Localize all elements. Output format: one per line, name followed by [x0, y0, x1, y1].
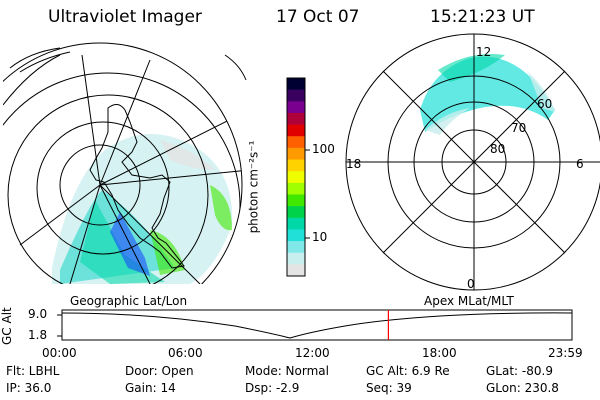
color-bar-swatch	[287, 124, 305, 137]
timeline-xtick-4: 23:59	[548, 346, 583, 360]
mlt-label-0: 0	[467, 277, 475, 291]
color-bar-swatch	[287, 159, 305, 172]
left-emission	[52, 134, 233, 284]
colorbar-label: photon cm⁻²s⁻¹	[246, 140, 261, 234]
geographic-map	[3, 42, 247, 284]
color-bar-frame	[286, 77, 306, 277]
info-door: Door: Open	[125, 364, 194, 378]
color-bar-swatch	[287, 229, 305, 242]
colorbar-tick-100: 100	[312, 142, 335, 156]
info-glon: GLon: 230.8	[486, 381, 559, 395]
left-panel-caption: Geographic Lat/Lon	[70, 294, 188, 308]
timeline-ylabel: GC Alt	[0, 307, 14, 345]
mlat-label-70: 70	[511, 121, 527, 135]
color-bar-swatch	[287, 147, 305, 161]
info-seq: Seq: 39	[366, 381, 412, 395]
color-bar-swatch	[287, 182, 305, 195]
color-bar-swatch	[287, 136, 305, 149]
mlat-label-80: 80	[490, 142, 506, 156]
info-dsp: Dsp: -2.9	[245, 381, 300, 395]
info-filter: Flt: LBHL	[6, 364, 60, 378]
time-label: 15:21:23 UT	[430, 7, 535, 27]
info-gc-alt: GC Alt: 6.9 Re	[366, 364, 450, 378]
info-glat: GLat: -80.9	[486, 364, 553, 378]
mlat-label-60: 60	[537, 97, 553, 111]
colorbar-tick-10: 10	[312, 230, 328, 244]
color-bar-swatch	[287, 241, 305, 254]
info-mode: Mode: Normal	[245, 364, 329, 378]
timeline-xtick-1: 06:00	[168, 346, 203, 360]
timeline-xtick-0: 00:00	[42, 346, 77, 360]
color-bar-swatch	[287, 217, 305, 230]
timeline-ytick-high: 9.0	[28, 307, 48, 321]
timeline-ytick-low: 1.8	[28, 328, 48, 342]
color-bar-swatch	[287, 252, 305, 265]
mlt-label-12: 12	[476, 45, 492, 59]
color-bar-swatch	[287, 112, 305, 126]
color-bar-swatch	[287, 101, 305, 114]
color-bar-swatch	[287, 206, 305, 219]
altitude-timeline	[57, 309, 573, 341]
info-gain: Gain: 14	[125, 381, 176, 395]
info-ip: IP: 36.0	[6, 381, 52, 395]
color-bar-swatch	[287, 171, 305, 184]
timeline-xtick-3: 18:00	[422, 346, 457, 360]
polar-plot	[345, 33, 600, 291]
color-bar-swatch	[287, 264, 305, 277]
instrument-title: Ultraviolet Imager	[48, 7, 202, 27]
mlt-label-18: 18	[346, 157, 362, 171]
date-label: 17 Oct 07	[276, 7, 360, 27]
timeline-xtick-2: 12:00	[295, 346, 330, 360]
mlt-label-6: 6	[576, 157, 584, 171]
color-bar-swatch	[287, 194, 305, 207]
altitude-curve	[61, 312, 573, 339]
color-bar	[287, 78, 305, 277]
right-panel-caption: Apex MLat/MLT	[424, 294, 514, 308]
color-bar-swatch	[287, 89, 305, 102]
color-bar-swatch	[287, 78, 305, 91]
